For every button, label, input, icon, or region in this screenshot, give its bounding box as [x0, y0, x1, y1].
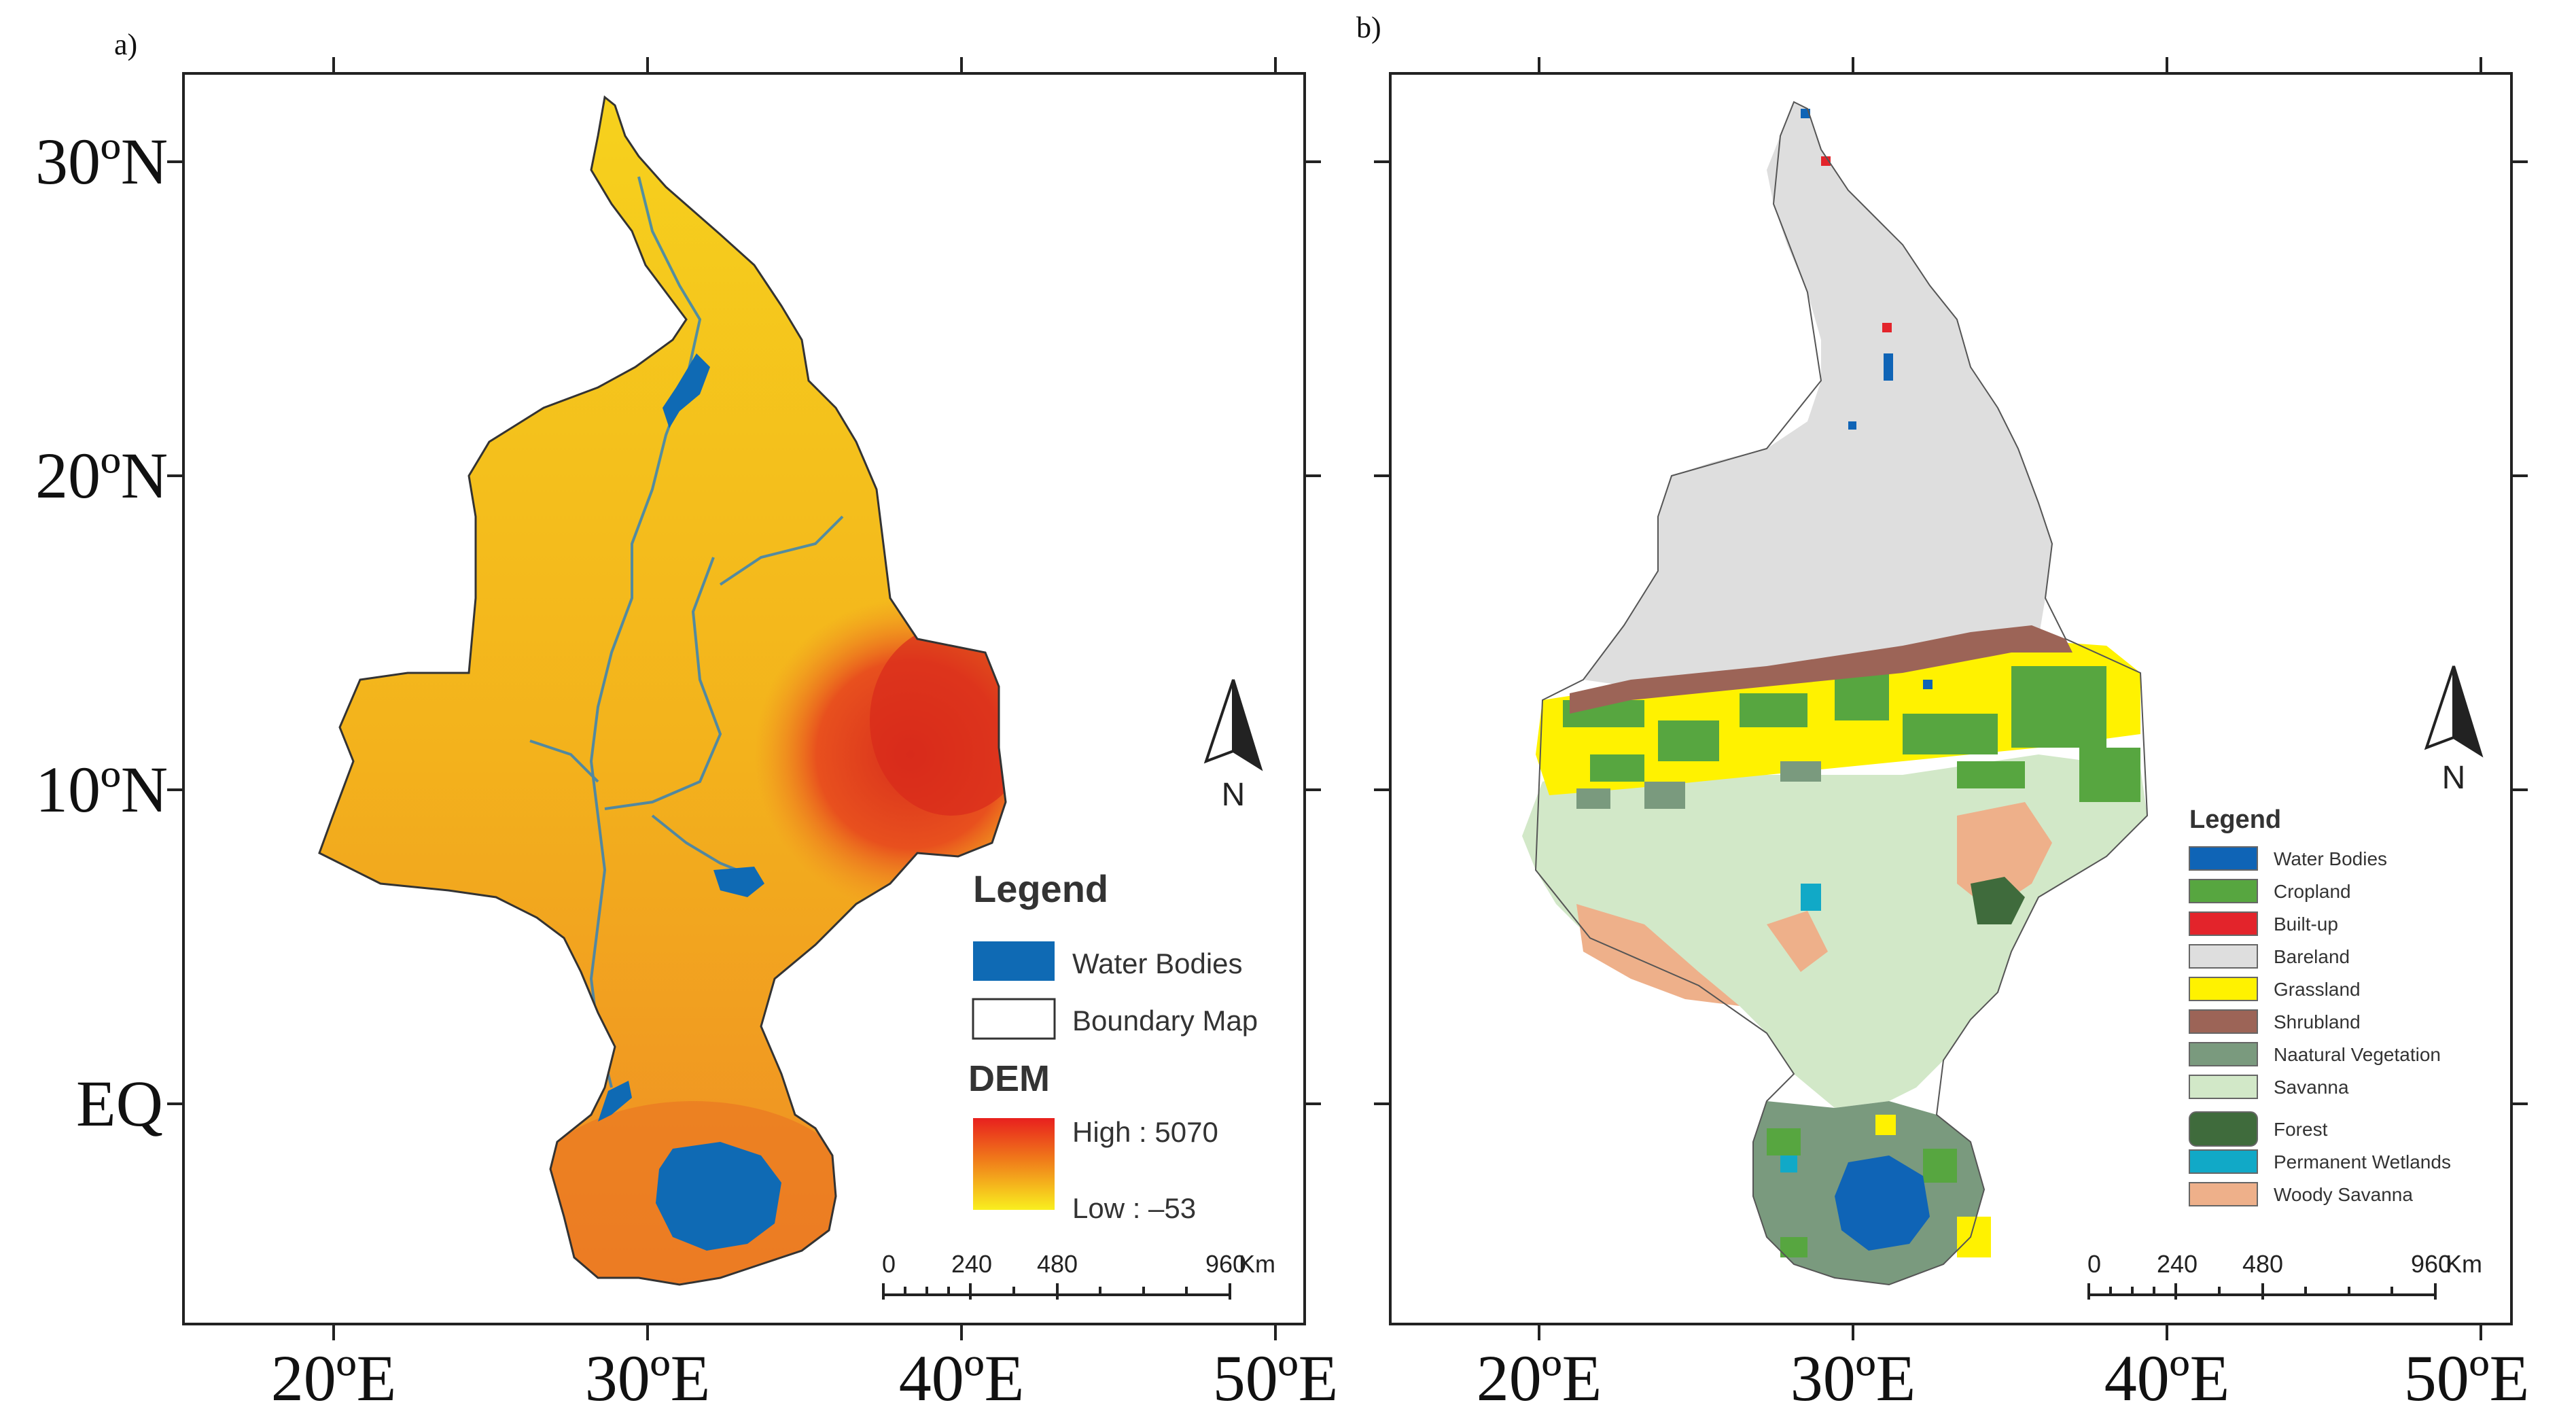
legend-a-swatch-water: [973, 941, 1055, 981]
lon-label-20e-a: 20ºE: [271, 1342, 396, 1414]
panel-a-frame: [182, 72, 1306, 1325]
legend-b-swatch-woody-savanna: [2189, 1182, 2258, 1206]
scalebar-b-unit: Km: [2446, 1250, 2482, 1278]
legend-b-title: Legend: [2189, 805, 2281, 834]
legend-a-dem-ramp: [973, 1118, 1055, 1210]
lon-label-20e-b: 20ºE: [1477, 1342, 1602, 1414]
lake-albert: [598, 1081, 632, 1121]
legend-b-label-forest: Forest: [2274, 1119, 2328, 1140]
lc-lake-victoria: [1835, 1155, 1930, 1251]
scalebar-b-tick-480: 480: [2242, 1250, 2283, 1278]
scalebar-a-unit: Km: [1239, 1250, 1275, 1278]
scalebar-a-tick-480: 480: [1037, 1250, 1078, 1278]
legend-a-swatch-boundary: [972, 998, 1056, 1040]
panel-b-label: b): [1356, 11, 1381, 44]
legend-a-label-boundary: Boundary Map: [1072, 1005, 1258, 1037]
lon-label-50e-a: 50ºE: [1213, 1342, 1338, 1414]
legend-b-swatch-bareland: [2189, 944, 2258, 969]
legend-b-label-permanent-wetlands: Permanent Wetlands: [2274, 1151, 2451, 1172]
legend-b-swatch-permanent-wetlands: [2189, 1149, 2258, 1174]
landcover-basin-map: [1522, 101, 2149, 1286]
north-arrow-b: N: [2424, 665, 2484, 796]
lat-label-10n: 10ºN: [35, 753, 168, 826]
panel-a-label: a): [114, 28, 137, 61]
legend-a: Legend Water Bodies Boundary Map DEM Hig…: [968, 867, 1258, 1224]
scalebar-a-tick-0: 0: [882, 1250, 896, 1278]
legend-a-dem-low: Low : –53: [1072, 1192, 1196, 1224]
legend-b-label-shrubland: Shrubland: [2274, 1011, 2361, 1032]
legend-b: Legend Water Bodies Cropland Built-up Barel…: [2189, 805, 2451, 1206]
lat-label-eq: EQ: [76, 1067, 163, 1140]
legend-b-swatch-shrubland: [2189, 1009, 2258, 1034]
scalebar-b-tick-240: 240: [2157, 1250, 2198, 1278]
lc-forest-patch: [1971, 877, 2025, 924]
legend-b-label-cropland: Cropland: [2274, 881, 2351, 902]
lake-nasser: [663, 353, 710, 428]
legend-b-swatch-forest: [2189, 1111, 2258, 1147]
lat-label-20n: 20ºN: [35, 439, 168, 512]
lake-tana: [713, 867, 764, 897]
legend-b-label-built-up: Built-up: [2274, 914, 2338, 935]
legend-b-label-grassland: Grassland: [2274, 979, 2361, 1000]
panel-b-ticks: [1374, 57, 2528, 1340]
north-label-a: N: [1222, 777, 1246, 813]
legend-b-swatch-naatural-vegetation: [2189, 1042, 2258, 1066]
lon-label-40e-b: 40ºE: [2104, 1342, 2229, 1414]
panel-b-frame: [1389, 72, 2513, 1325]
scalebar-b-tick-0: 0: [2087, 1250, 2101, 1278]
dem-basin-map: [318, 95, 1007, 1286]
lat-label-30n: 30ºN: [35, 125, 168, 198]
lake-victoria: [656, 1142, 781, 1251]
scalebar-a: 0 240 480 960 Km: [882, 1250, 1275, 1300]
legend-a-dem-high: High : 5070: [1072, 1116, 1218, 1148]
panel-a: a) 30ºN 20ºN 10ºN EQ 20ºE 30ºE: [35, 28, 1338, 1414]
legend-b-swatch-built-up: [2189, 911, 2258, 936]
north-label-b: N: [2442, 760, 2466, 796]
legend-a-label-water: Water Bodies: [1072, 947, 1243, 979]
north-arrow-a: N: [1203, 679, 1263, 813]
lon-label-40e-a: 40ºE: [899, 1342, 1024, 1414]
legend-b-swatch-grassland: [2189, 977, 2258, 1001]
legend-a-dem-title: DEM: [968, 1058, 1050, 1099]
legend-b-swatch-cropland: [2189, 879, 2258, 903]
lon-label-30e-a: 30ºE: [585, 1342, 710, 1414]
legend-b-label-woody-savanna: Woody Savanna: [2274, 1184, 2413, 1205]
scalebar-a-tick-240: 240: [951, 1250, 992, 1278]
scalebar-a-tick-960: 960: [1205, 1250, 1246, 1278]
scalebar-b-tick-960: 960: [2411, 1250, 2452, 1278]
legend-b-swatch-water-bodies: [2189, 846, 2258, 871]
legend-b-label-water-bodies: Water Bodies: [2274, 848, 2387, 869]
legend-b-label-savanna: Savanna: [2274, 1077, 2349, 1098]
lon-label-50e-b: 50ºE: [2404, 1342, 2529, 1414]
scalebar-b: 0 240 480 960 Km: [2087, 1250, 2482, 1300]
legend-a-title: Legend: [973, 867, 1108, 910]
panel-a-ticks: [167, 57, 1321, 1340]
lon-label-30e-b: 30ºE: [1790, 1342, 1916, 1414]
panel-b: b) 20ºE 30ºE 40ºE 50ºE: [1356, 11, 2529, 1414]
legend-b-label-naatural-vegetation: Naatural Vegetation: [2274, 1044, 2441, 1065]
legend-b-label-bareland: Bareland: [2274, 946, 2350, 967]
legend-b-swatch-savanna: [2189, 1075, 2258, 1099]
